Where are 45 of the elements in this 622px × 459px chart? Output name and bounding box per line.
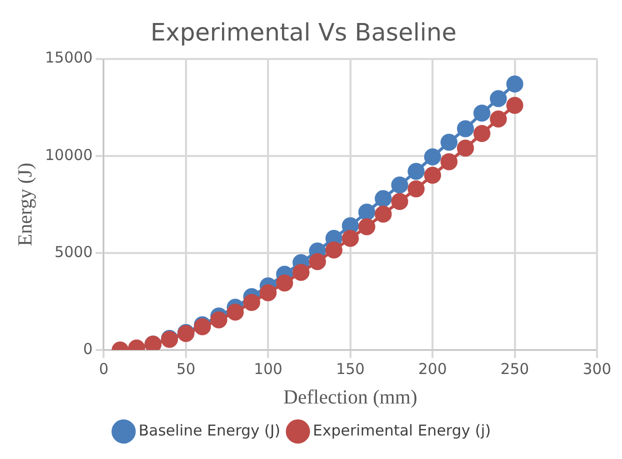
point — [243, 294, 260, 311]
point — [490, 90, 507, 108]
x-tick-label: 150 — [336, 360, 365, 378]
point — [391, 192, 408, 210]
y-tick-label: 5000 — [54, 242, 93, 261]
point — [358, 218, 376, 236]
point — [276, 274, 294, 292]
point — [440, 134, 458, 151]
chart-title: Experimental Vs Baseline — [150, 18, 456, 47]
point — [424, 148, 442, 166]
point — [456, 140, 474, 157]
y-tick-label: 0 — [83, 340, 93, 358]
point — [226, 304, 244, 321]
point — [490, 110, 507, 128]
x-tick-label: 300 — [582, 360, 612, 378]
point — [391, 176, 408, 194]
point — [342, 230, 359, 247]
legend-label: Baseline Energy (J) — [138, 421, 280, 440]
x-axis-title: Deflection (mm) — [283, 386, 418, 408]
point — [440, 153, 458, 170]
x-tick-label: 100 — [254, 360, 282, 378]
y-axis-title: Energy (J) — [14, 162, 36, 246]
legend-label: Experimental Energy (j) — [312, 421, 491, 440]
x-tick-label: 50 — [176, 360, 196, 378]
y-tick-label: 10000 — [45, 146, 93, 164]
y-tick-label: 15000 — [45, 48, 93, 67]
point — [506, 76, 524, 93]
point — [292, 264, 310, 281]
point — [260, 284, 277, 302]
point — [408, 162, 425, 180]
x-tick-label: 200 — [418, 360, 447, 378]
x-tick-label: 0 — [98, 360, 108, 378]
point — [408, 180, 425, 198]
point — [473, 104, 490, 122]
point — [506, 96, 524, 114]
point — [424, 166, 442, 184]
point — [374, 190, 392, 208]
x-tick-label: 250 — [500, 360, 530, 378]
point — [374, 206, 392, 223]
point — [473, 125, 490, 142]
point — [325, 242, 342, 259]
point — [456, 120, 474, 138]
point — [358, 204, 376, 221]
point — [308, 253, 326, 270]
point — [210, 311, 228, 328]
